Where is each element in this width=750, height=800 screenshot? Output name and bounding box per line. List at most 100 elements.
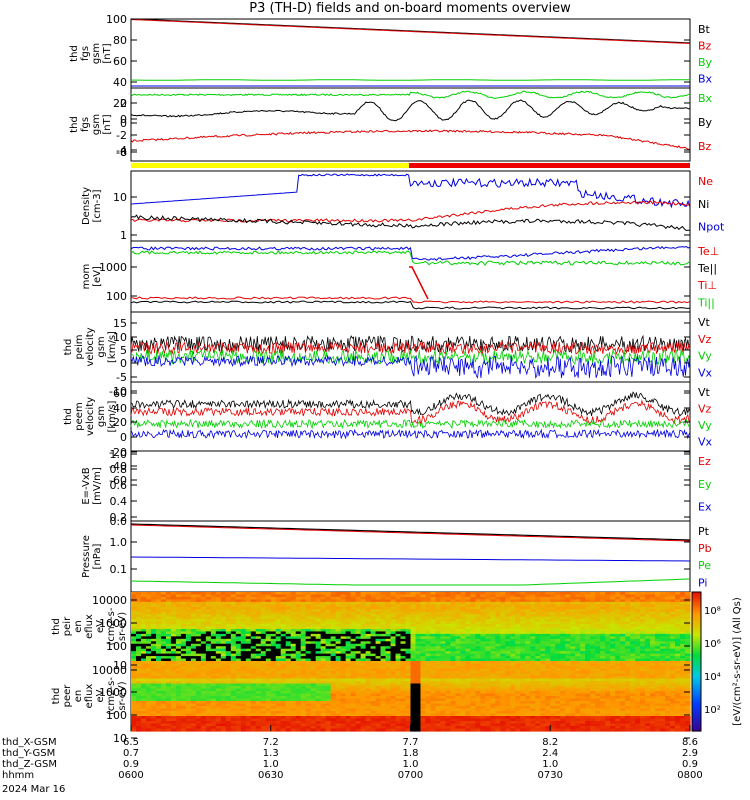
colorbar-segment-17 xyxy=(692,631,701,635)
ytick-label-electron-spec-1: 1000 xyxy=(99,686,127,699)
colorbar-segment-55 xyxy=(692,719,701,723)
legend-efield-1: Ey xyxy=(698,478,712,491)
colorbar-segment-39 xyxy=(692,682,701,686)
ytick-label-fgs-detail-5: -8 xyxy=(116,146,127,159)
colorbar-segment-9 xyxy=(692,612,701,616)
colorbar-segment-35 xyxy=(692,673,701,676)
xrow-label-1: thd_Y-GSM xyxy=(2,748,55,759)
teperp-line xyxy=(130,296,691,304)
panel-frame-temperature xyxy=(130,240,691,313)
ele-vt-line xyxy=(130,391,691,417)
colorbar-segment-47 xyxy=(692,700,701,704)
ytick-label-fgs-detail-1: 0 xyxy=(120,113,127,126)
colorbar-segment-50 xyxy=(692,707,701,711)
xrow-3-val-1: 0630 xyxy=(258,770,283,781)
ytick-label-ion-velocity-2: 5 xyxy=(120,344,127,357)
colorbar-segment-59 xyxy=(692,728,701,732)
ytick-label-ion-spec-1: 1000 xyxy=(99,617,127,630)
colorbar-segment-38 xyxy=(692,680,701,683)
ytick-label-ion-velocity-0: 15 xyxy=(113,317,127,330)
xrow-0-val-2: 7.7 xyxy=(403,737,419,748)
ytick-label-ion-velocity-1: 10 xyxy=(113,331,127,344)
colorbar-segment-16 xyxy=(692,629,701,632)
colorbar-segment-24 xyxy=(692,647,701,651)
xrow-3-val-4: 0800 xyxy=(677,770,702,781)
legend-fgs-3: Bx xyxy=(698,73,713,86)
colorbar-segment-27 xyxy=(692,654,701,658)
colorbar-segment-8 xyxy=(692,610,701,614)
ytick-label-pressure-0: 1.0 xyxy=(110,536,128,549)
colorbar-segment-25 xyxy=(692,649,701,653)
ne-line xyxy=(130,200,691,223)
legend-temperature-0: Te⊥ xyxy=(697,245,719,258)
colorbar-frame xyxy=(691,591,702,732)
ytick-label-electron-velocity-0: 60 xyxy=(113,387,127,400)
mode-bar-fast xyxy=(409,163,690,168)
colorbar-segment-11 xyxy=(692,617,701,621)
colorbar-segment-36 xyxy=(692,675,701,679)
legend-ion-velocity-0: Vt xyxy=(698,316,711,329)
xrow-1-val-4: 2.9 xyxy=(682,748,698,759)
colorbar-segment-7 xyxy=(692,608,701,612)
xrow-label-2: thd_Z-GSM xyxy=(2,759,57,770)
colorbar-segment-42 xyxy=(692,689,701,693)
ytick-label-electron-spec-2: 100 xyxy=(106,709,127,722)
ytick-label-efield-5: 0.0 xyxy=(110,515,128,528)
pt-line xyxy=(130,523,691,541)
colorbar-segment-48 xyxy=(692,703,701,707)
electron-spectrogram xyxy=(131,661,691,732)
ytick-label-temperature-0: 1000 xyxy=(99,261,127,274)
ytick-label-fgs-1: 80 xyxy=(113,34,127,47)
ytick-label-fgs-detail-3: -4 xyxy=(116,144,127,157)
colorbar-segment-26 xyxy=(692,652,701,656)
legend-temperature-1: Te|| xyxy=(697,262,717,275)
by-detail-line xyxy=(130,99,691,122)
bx-detail-line xyxy=(130,90,691,99)
legend-fgs-2: By xyxy=(698,56,713,69)
ytick-label-efield-0: 1.0 xyxy=(110,448,128,461)
ylabel-electron-spec-1: peer xyxy=(62,684,73,708)
xrow-3-val-2: 0700 xyxy=(398,770,423,781)
colorbar-segment-37 xyxy=(692,677,701,681)
ytick-label-pressure-1: 0.1 xyxy=(110,563,128,576)
ytick-label-electron-spec-3: 10 xyxy=(113,732,127,745)
ytick-label-fgs-0: 100 xyxy=(106,13,127,26)
ylabel-temperature-1: [eV] xyxy=(92,266,103,287)
bz-line xyxy=(130,19,691,44)
colorbar-segment-18 xyxy=(692,633,701,637)
colorbar-segment-43 xyxy=(692,691,701,695)
ylabel-electron-velocity-0: thd xyxy=(63,408,74,425)
colorbar-segment-49 xyxy=(692,705,701,709)
ytick-label-electron-velocity-4: -20 xyxy=(109,446,127,459)
legend-ion-velocity-3: Vx xyxy=(698,367,713,380)
ele-vx-line xyxy=(130,428,691,440)
ytick-label-fgs-detail-4: -6 xyxy=(116,146,127,159)
ylabel-ion-velocity-3: gsm xyxy=(96,336,107,357)
xrow-label-0: thd_X-GSM xyxy=(2,737,57,748)
ytick-label-ion-spec-0: 10000 xyxy=(92,594,127,607)
colorbar-segment-57 xyxy=(692,724,701,727)
colorbar-segment-52 xyxy=(692,712,701,716)
ytick-label-fgs-detail-0: 2 xyxy=(120,97,127,110)
ytick-label-temperature-1: 100 xyxy=(106,290,127,303)
ylabel-ion-spec-3: eflux xyxy=(84,614,95,639)
ion-vt-line xyxy=(130,334,691,353)
ylabel-electron-spec-5: (cm2-s- xyxy=(106,677,117,715)
ylabel-efield-0: E=-VxB xyxy=(81,467,92,504)
colorbar-tick-1: 10⁶ xyxy=(704,639,721,650)
ylabel-ion-velocity-4: [km/s] xyxy=(107,331,118,363)
ylabel-pressure-0: Pressure xyxy=(81,535,92,578)
ylabel-fgs-3: [nT] xyxy=(102,43,113,63)
xrow-1-val-3: 2.4 xyxy=(542,748,558,759)
ytick-label-efield-1: 0.8 xyxy=(110,463,128,476)
ylabel-ion-velocity-1: peim xyxy=(74,334,85,359)
ytick-label-fgs-3: 40 xyxy=(113,76,127,89)
ytick-label-fgs-detail-2: -2 xyxy=(116,129,127,142)
xrow-0-val-0: 6.5 xyxy=(123,737,139,748)
colorbar-segment-58 xyxy=(692,726,701,730)
ylabel-electron-velocity-2: velocity xyxy=(85,397,96,436)
colorbar-segment-14 xyxy=(692,624,701,628)
legend-temperature-2: Ti⊥ xyxy=(697,279,717,292)
colorbar-segment-20 xyxy=(692,638,701,642)
